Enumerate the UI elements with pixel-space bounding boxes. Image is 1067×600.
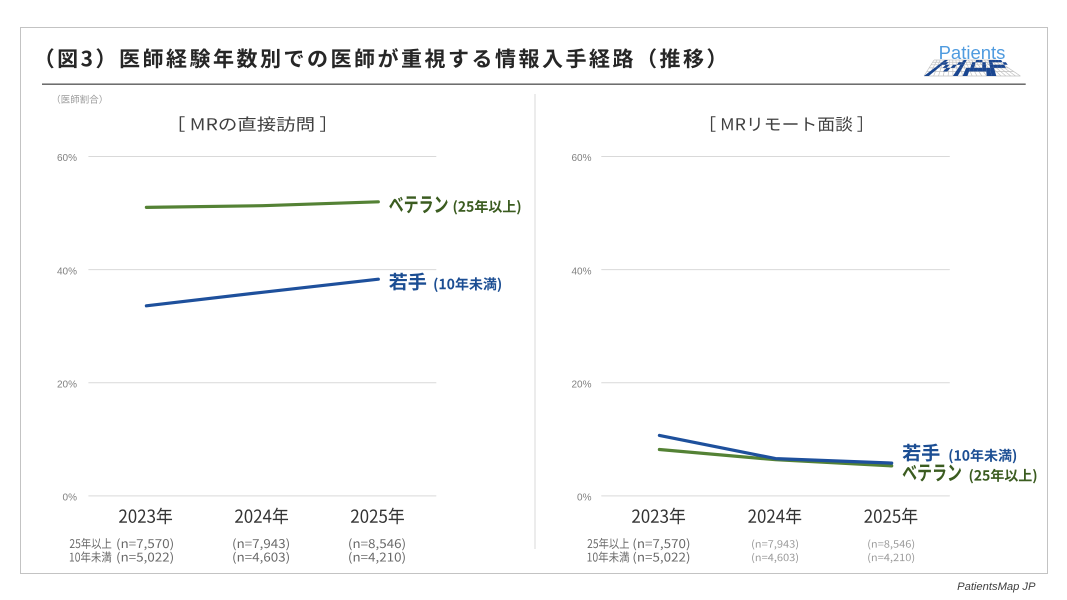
svg-text:60%: 60%	[57, 153, 77, 164]
svg-text:60%: 60%	[571, 153, 591, 164]
svg-text:0%: 0%	[63, 493, 78, 504]
svg-text:40%: 40%	[57, 266, 77, 277]
svg-text:Patients: Patients	[939, 42, 1006, 63]
svg-text:PatientsMap JP: PatientsMap JP	[957, 581, 1036, 593]
svg-text:20%: 20%	[57, 379, 77, 390]
svg-text:20%: 20%	[571, 379, 591, 390]
svg-text:0%: 0%	[577, 493, 592, 504]
svg-text:40%: 40%	[571, 266, 591, 277]
